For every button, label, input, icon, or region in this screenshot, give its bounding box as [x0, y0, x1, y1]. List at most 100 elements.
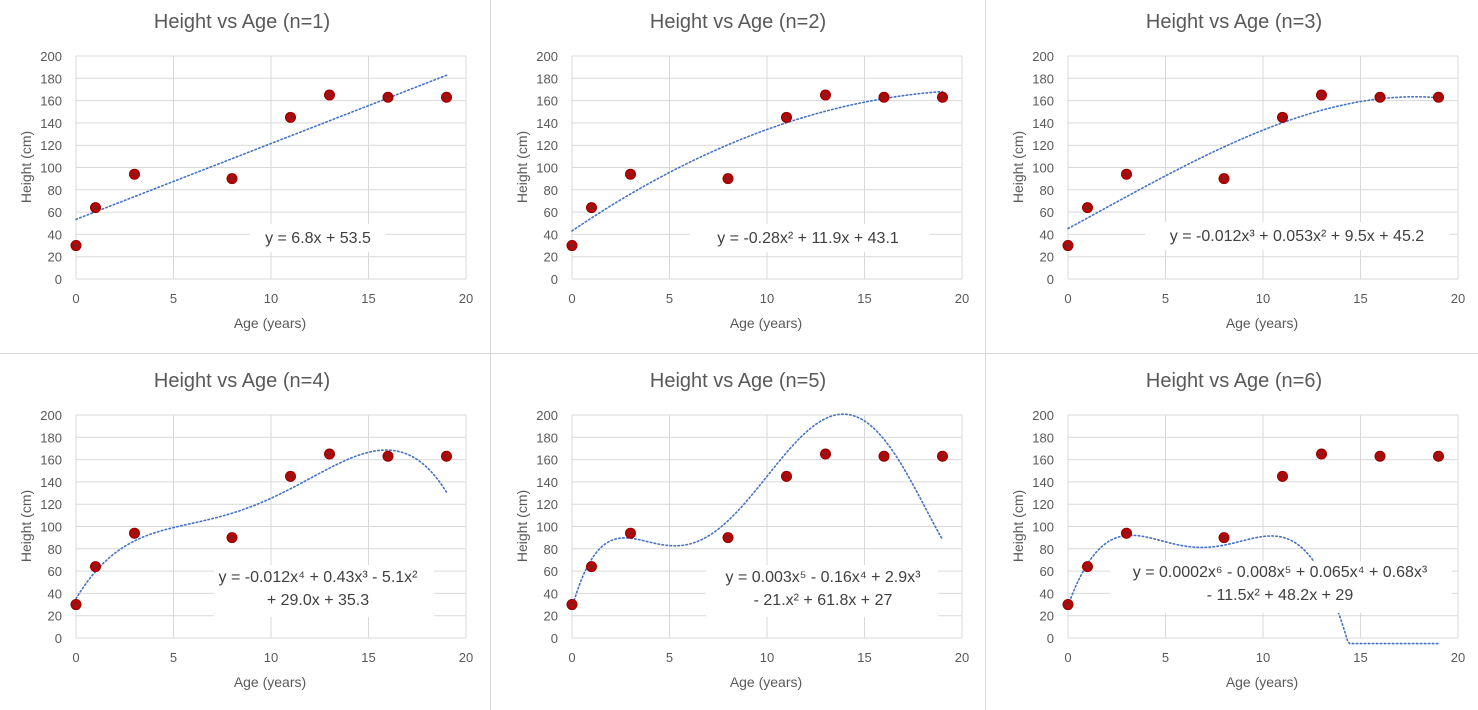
- x-axis-label: Age (years): [730, 315, 802, 331]
- data-point: [781, 111, 792, 123]
- data-point: [382, 450, 394, 462]
- x-tick-label: 5: [170, 291, 177, 306]
- data-point: [382, 91, 394, 103]
- y-axis-label: Height (cm): [514, 131, 530, 203]
- y-tick-label: 120: [1032, 138, 1054, 153]
- data-point: [820, 89, 831, 101]
- trendline-equation: y = -0.28x² + 11.9x + 43.1: [717, 230, 899, 247]
- data-point: [878, 450, 890, 462]
- equation-box: [250, 224, 386, 252]
- y-axis-label: Height (cm): [1010, 131, 1026, 203]
- panel-divider-vertical-1: [490, 0, 491, 710]
- data-point: [1082, 202, 1093, 214]
- y-tick-label: 120: [536, 138, 558, 153]
- y-tick-label: 60: [544, 205, 558, 220]
- data-point: [820, 448, 831, 460]
- data-point: [1433, 91, 1444, 103]
- y-tick-label: 100: [536, 161, 558, 176]
- chart-panel-4: Height vs Age (n=4) 0 20 40 60 80 100 120 140 160…: [0, 359, 490, 709]
- y-tick-label: 120: [536, 497, 558, 512]
- y-tick-label: 80: [544, 183, 558, 198]
- chart-title: Height vs Age (n=6): [1146, 370, 1322, 392]
- data-point: [90, 561, 101, 573]
- y-tick-label: 60: [48, 205, 62, 220]
- chart-panel-2: Height vs Age (n=2) 0 20 40 60 80 100 120 140 160…: [496, 0, 986, 350]
- data-point: [285, 470, 296, 482]
- x-tick-label: 20: [955, 650, 969, 665]
- y-tick-label: 100: [1032, 520, 1054, 535]
- y-tick-label: 180: [40, 430, 62, 445]
- y-tick-label: 160: [40, 453, 62, 468]
- data-point: [226, 173, 238, 185]
- x-tick-label: 5: [666, 650, 673, 665]
- x-axis-label: Age (years): [1226, 315, 1298, 331]
- chart-svg: Height vs Age (n=2)020406080100120140160…: [514, 11, 969, 331]
- chart-svg: Height vs Age (n=3)020406080100120140160…: [1010, 11, 1465, 331]
- trendline: [571, 413, 944, 609]
- y-tick-label: 140: [536, 475, 558, 490]
- x-tick-label: 20: [1451, 291, 1465, 306]
- data-point: [441, 450, 452, 462]
- y-tick-label: 80: [1040, 183, 1054, 198]
- y-tick-label: 200: [1032, 49, 1054, 64]
- y-tick-label: 180: [1032, 430, 1054, 445]
- y-tick-label: 100: [40, 161, 62, 176]
- data-point: [441, 91, 452, 103]
- chart-title: Height vs Age (n=3): [1146, 11, 1322, 33]
- trendline-equation: y = -0.012x³ + 0.053x² + 9.5x + 45.2: [1170, 228, 1424, 245]
- y-tick-label: 160: [536, 94, 558, 109]
- y-tick-label: 0: [1047, 631, 1054, 646]
- x-axis-label: Age (years): [730, 674, 802, 690]
- y-tick-label: 180: [1032, 71, 1054, 86]
- panel-divider-vertical-2: [985, 0, 986, 710]
- trendline-equation: y = 6.8x + 53.5: [265, 230, 371, 247]
- x-tick-label: 0: [72, 291, 79, 306]
- y-tick-label: 200: [40, 408, 62, 423]
- trendline: [75, 449, 448, 600]
- x-tick-label: 15: [361, 650, 375, 665]
- x-tick-label: 20: [955, 291, 969, 306]
- data-point: [324, 448, 335, 460]
- y-tick-label: 140: [40, 116, 62, 131]
- data-point: [1082, 561, 1093, 573]
- y-tick-label: 20: [1040, 609, 1054, 624]
- equation-box: [1110, 561, 1452, 613]
- data-point: [937, 450, 948, 462]
- chart-title: Height vs Age (n=5): [650, 370, 826, 392]
- data-point: [722, 173, 734, 185]
- data-point: [1277, 470, 1288, 482]
- y-tick-label: 120: [40, 138, 62, 153]
- y-tick-label: 0: [551, 272, 558, 287]
- x-tick-label: 0: [72, 650, 79, 665]
- y-tick-label: 0: [55, 272, 62, 287]
- trendline: [1067, 95, 1440, 230]
- x-tick-label: 15: [1353, 291, 1367, 306]
- x-tick-label: 15: [361, 291, 375, 306]
- x-tick-label: 5: [1162, 650, 1169, 665]
- data-point: [324, 89, 335, 101]
- y-tick-label: 0: [55, 631, 62, 646]
- data-point: [70, 240, 82, 252]
- trendline-equation: y = 0.0002x⁶ - 0.008x⁵ + 0.065x⁴ + 0.68x…: [1133, 564, 1428, 581]
- data-point: [226, 532, 238, 544]
- y-tick-label: 80: [544, 542, 558, 557]
- data-point: [90, 202, 101, 214]
- x-tick-label: 20: [1451, 650, 1465, 665]
- data-point: [586, 202, 597, 214]
- equation-box: [690, 224, 930, 252]
- y-tick-label: 80: [48, 542, 62, 557]
- data-point: [1374, 91, 1386, 103]
- x-tick-label: 15: [857, 650, 871, 665]
- trendline-equation: - 11.5x² + 48.2x + 29: [1207, 587, 1354, 604]
- data-point: [1433, 450, 1444, 462]
- trendline-equation: - 21.x² + 61.8x + 27: [754, 592, 893, 609]
- y-tick-label: 100: [1032, 161, 1054, 176]
- data-point: [1062, 240, 1074, 252]
- y-tick-label: 160: [40, 94, 62, 109]
- trendline: [571, 90, 944, 232]
- equation-box: [214, 565, 434, 617]
- trendline-equation: + 29.0x + 35.3: [267, 592, 369, 609]
- data-point: [1218, 532, 1230, 544]
- y-tick-label: 0: [551, 631, 558, 646]
- x-axis-label: Age (years): [1226, 674, 1298, 690]
